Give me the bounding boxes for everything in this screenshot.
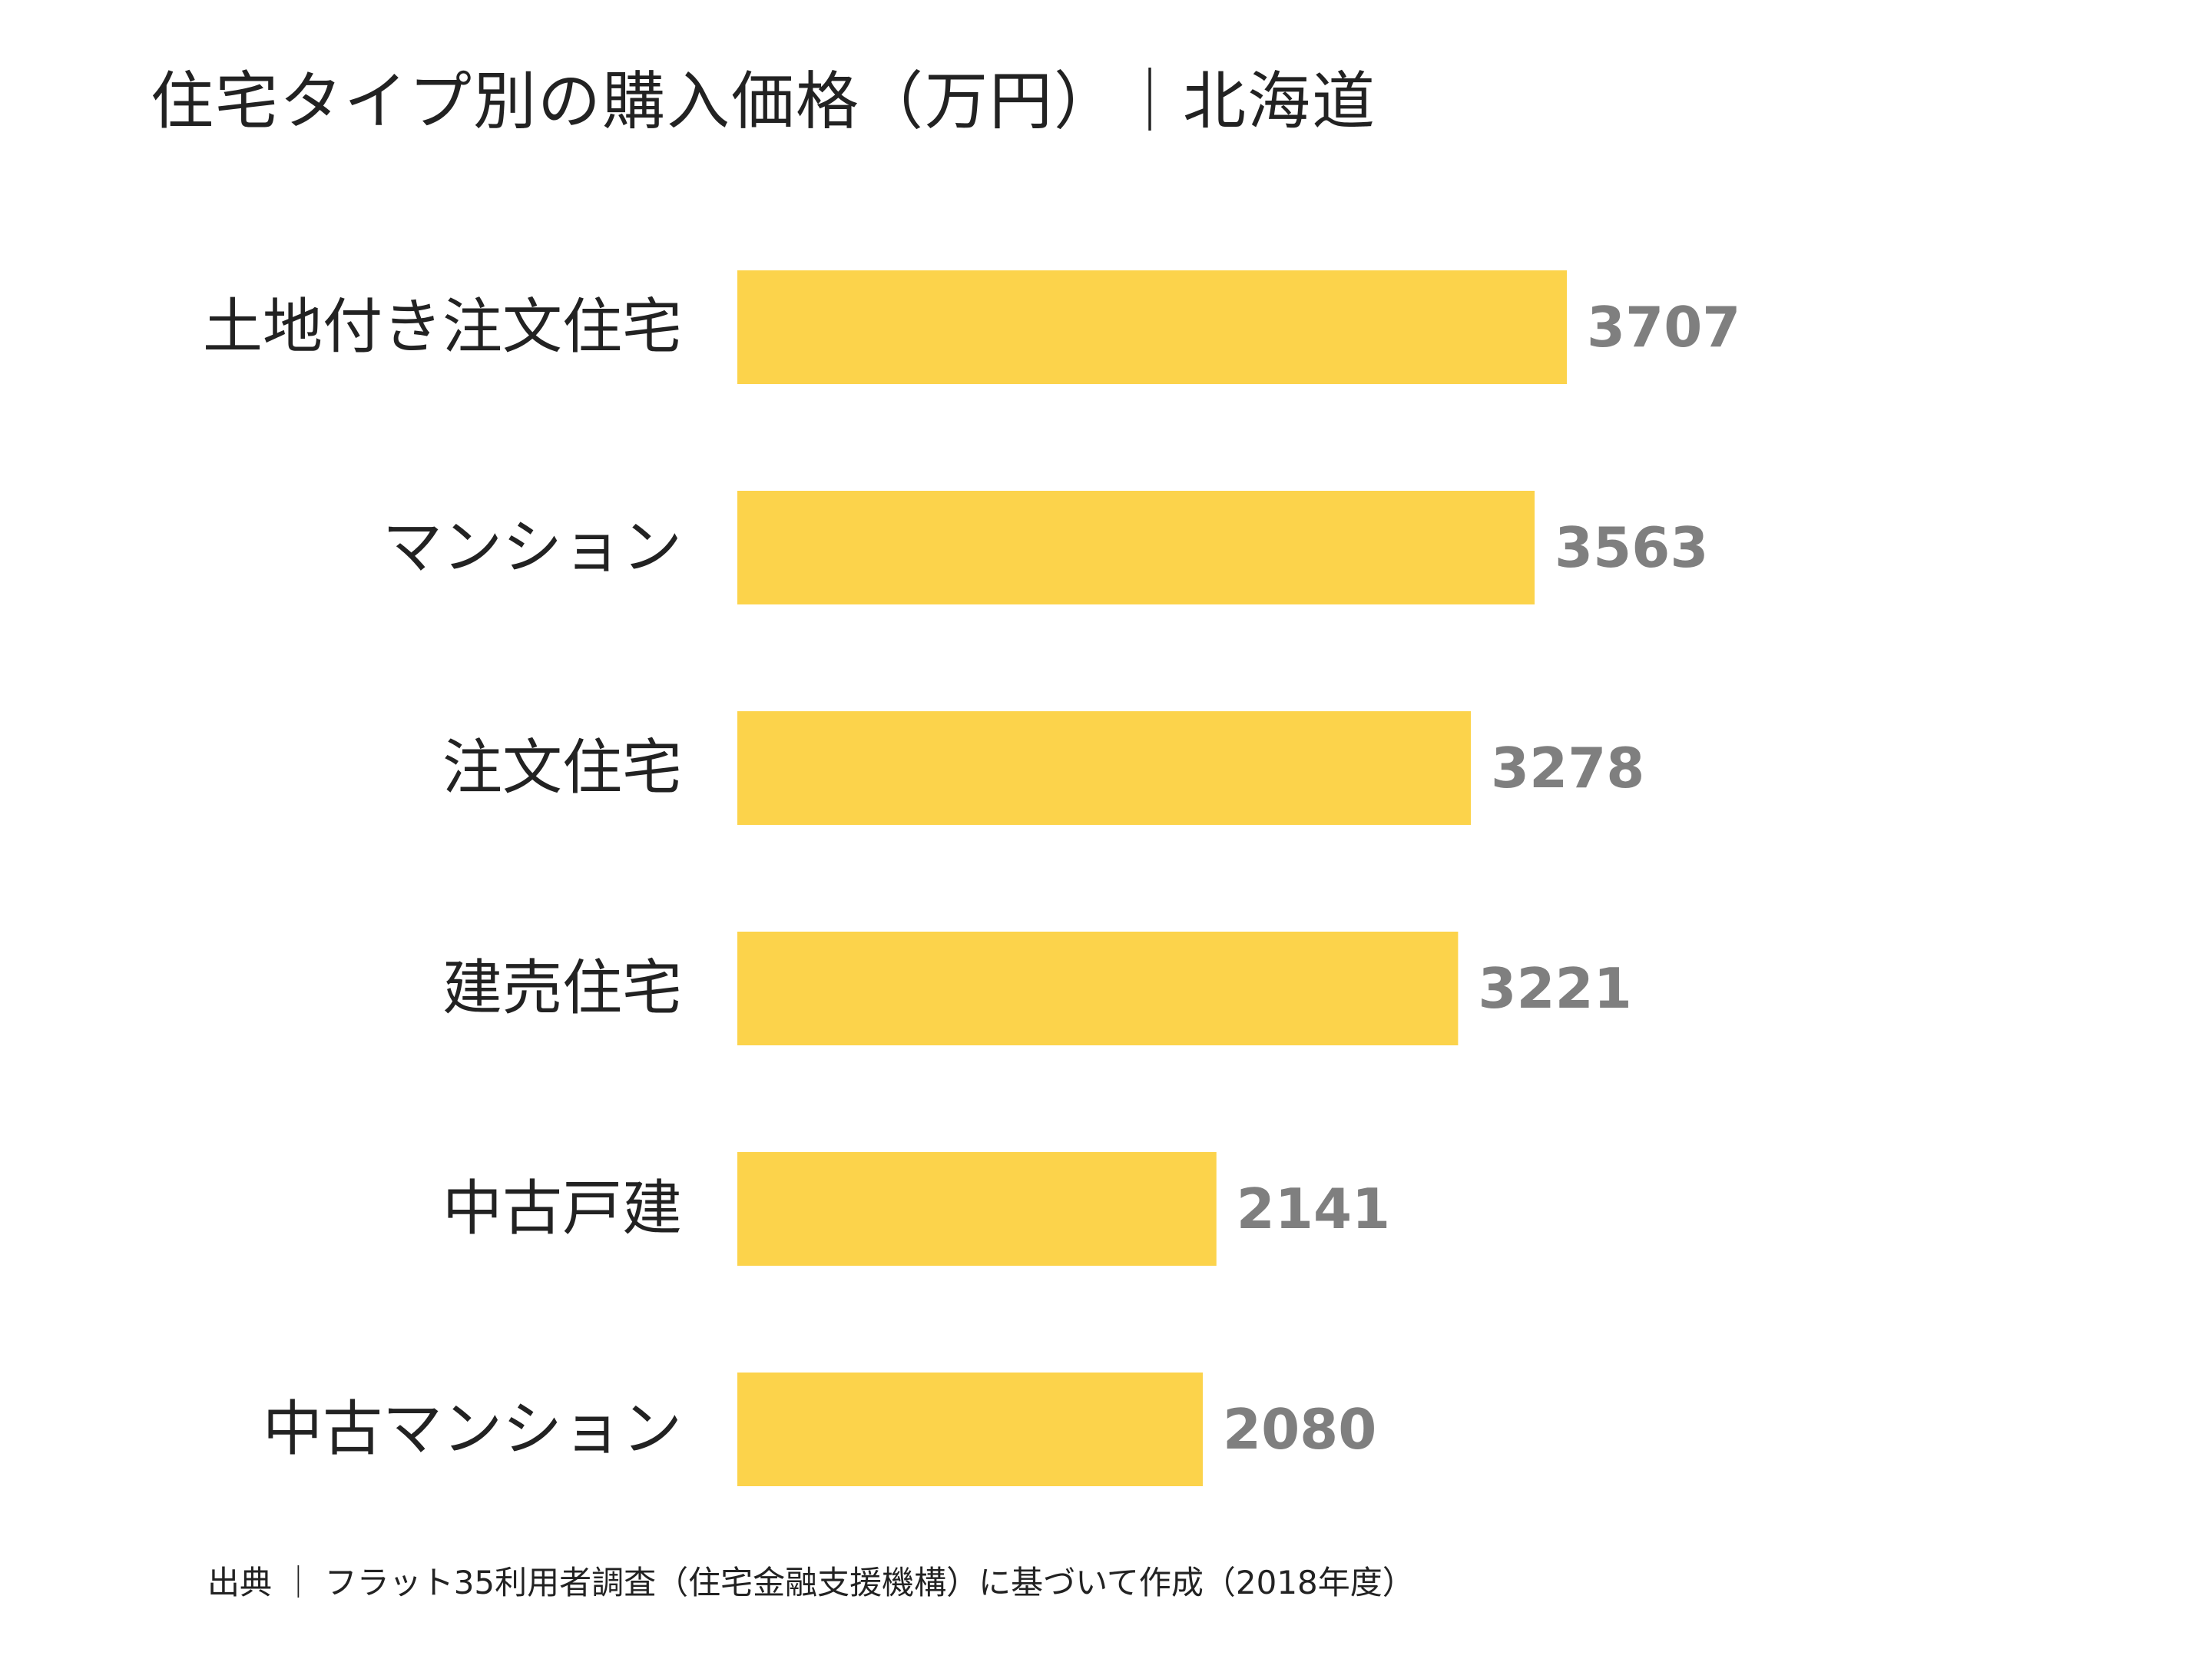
- bars-layer: [737, 270, 1567, 1486]
- value-label: 2141: [1237, 1177, 1390, 1241]
- value-label: 2080: [1223, 1397, 1376, 1462]
- category-label: 中古マンション: [263, 1395, 682, 1464]
- value-label: 3707: [1587, 295, 1740, 359]
- bar: [737, 1373, 1203, 1486]
- category-label: 注文住宅: [442, 733, 682, 803]
- category-label: 土地付き注文住宅: [203, 293, 682, 362]
- bar: [737, 932, 1459, 1045]
- bar: [737, 270, 1567, 384]
- bar: [737, 1152, 1217, 1266]
- source-note: 出典 ｜ フラット35利用者調査（住宅金融支援機構）に基づいて作成（2018年度…: [207, 1564, 1415, 1601]
- category-label: 中古戸建: [442, 1174, 682, 1243]
- chart-title: 住宅タイプ別の購入価格（万円）｜北海道: [151, 65, 1377, 138]
- category-label: マンション: [382, 513, 682, 582]
- value-labels: 3707 3563 3278 3221 2141 2080: [1223, 295, 1740, 1462]
- category-label: 建売住宅: [442, 954, 682, 1023]
- bar: [737, 711, 1472, 825]
- value-label: 3278: [1491, 736, 1644, 800]
- value-label: 3221: [1478, 956, 1631, 1021]
- value-label: 3563: [1555, 515, 1708, 580]
- bar: [737, 491, 1535, 604]
